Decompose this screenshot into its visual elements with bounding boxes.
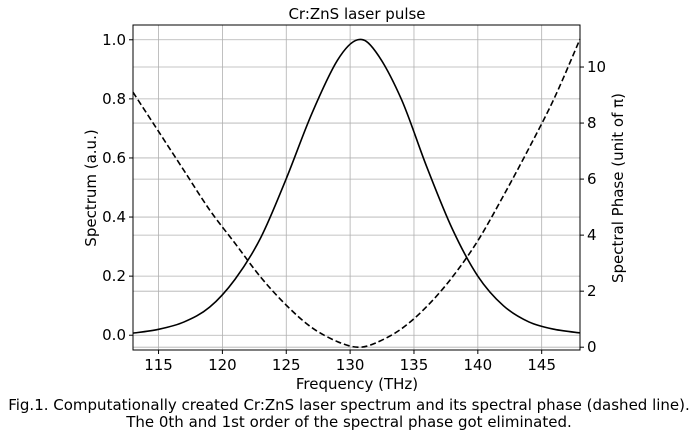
- grid: [133, 25, 580, 350]
- y2-tick-label: 10: [587, 58, 606, 76]
- chart-title: Cr:ZnS laser pulse: [288, 5, 425, 23]
- plot-frame: [132, 24, 581, 351]
- x-tick-label: 130: [336, 356, 365, 374]
- caption-line-2: The 0th and 1st order of the spectral ph…: [125, 413, 572, 431]
- x-tick-label: 140: [464, 356, 493, 374]
- y-tick-label: 0.2: [102, 267, 126, 285]
- x-tick-label: 145: [527, 356, 556, 374]
- y2-tick-label: 0: [587, 338, 597, 356]
- y2-tick-label: 4: [587, 226, 597, 244]
- y-axis-ticks: 0.0 0.2 0.4 0.6 0.8 1.0: [102, 31, 133, 344]
- y-tick-label: 0.4: [102, 208, 126, 226]
- y2-axis-ticks: 0 2 4 6 8 10: [580, 58, 606, 356]
- y2-tick-label: 6: [587, 170, 597, 188]
- spectrum-line: [132, 38, 581, 334]
- y2-tick-label: 2: [587, 282, 597, 300]
- x-tick-label: 125: [272, 356, 301, 374]
- x-tick-label: 135: [400, 356, 429, 374]
- spectral-phase-line: [132, 38, 581, 349]
- y-tick-label: 0.6: [102, 149, 126, 167]
- caption-line-1: Fig.1. Computationally created Cr:ZnS la…: [8, 396, 690, 414]
- x-axis-ticks: 115 120 125 130 135 140 145: [144, 350, 556, 374]
- x-axis-label: Frequency (THz): [296, 375, 418, 393]
- x-tick-label: 115: [144, 356, 173, 374]
- y-axis-label: Spectrum (a.u.): [82, 129, 100, 246]
- y2-axis-label: Spectral Phase (unit of π): [609, 93, 627, 283]
- x-tick-label: 120: [208, 356, 237, 374]
- y-tick-label: 0.8: [102, 90, 126, 108]
- series-layer: [132, 38, 581, 349]
- y2-tick-label: 8: [587, 114, 597, 132]
- y-tick-label: 1.0: [102, 31, 126, 49]
- y-tick-label: 0.0: [102, 326, 126, 344]
